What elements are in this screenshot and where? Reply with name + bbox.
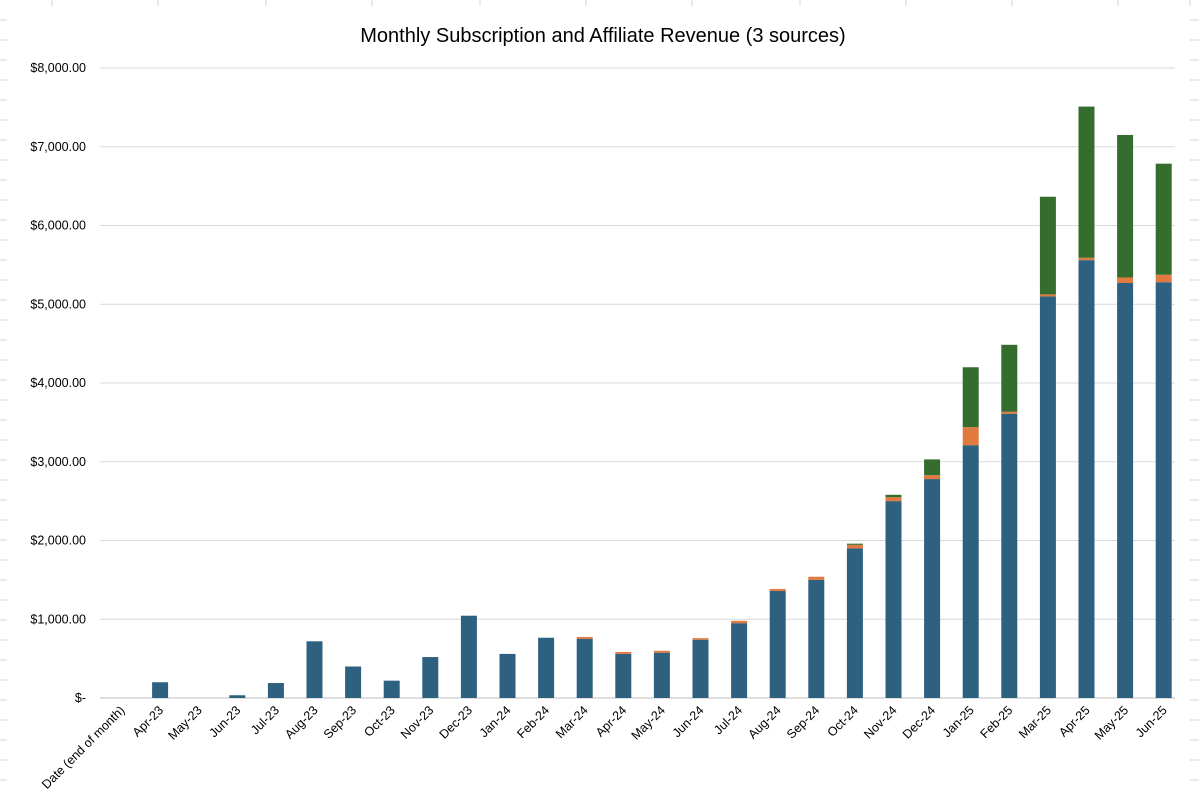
chart-title: Monthly Subscription and Affiliate Reven… — [360, 25, 845, 47]
x-tick-label: Dec-24 — [900, 703, 938, 741]
y-tick-label: $5,000.00 — [30, 297, 86, 311]
x-tick-label: Oct-24 — [825, 703, 861, 739]
bar-segment-series-1 — [1039, 296, 1056, 698]
bar-segment-series-1 — [229, 695, 246, 698]
bar-segment-series-1 — [306, 641, 323, 698]
x-tick-label: May-25 — [1092, 703, 1131, 742]
x-tick-label: Jul-24 — [711, 703, 745, 737]
bar-segment-series-3 — [1078, 106, 1095, 258]
x-tick-label: Sep-24 — [784, 703, 822, 741]
x-tick-label: Sep-23 — [321, 703, 359, 741]
x-tick-label: Jan-24 — [477, 703, 514, 740]
bar-segment-series-2 — [1001, 411, 1018, 414]
y-axis-tick-labels: $- $1,000.00 $2,000.00 $3,000.00 $4,000.00 $5… — [30, 61, 86, 705]
bar-segment-series-3 — [962, 367, 979, 428]
x-tick-label: Mar-24 — [553, 703, 591, 741]
bar-segment-series-1 — [1001, 413, 1018, 698]
chart-bars — [152, 106, 1172, 698]
x-tick-label: May-23 — [165, 703, 204, 742]
bar-segment-series-1 — [731, 623, 748, 698]
x-tick-label: Date (end of month) — [39, 703, 128, 792]
bar-segment-series-2 — [1155, 274, 1172, 283]
bar-segment-series-1 — [576, 638, 593, 698]
x-tick-label: Nov-23 — [398, 703, 436, 741]
x-tick-label: Oct-23 — [361, 703, 397, 739]
bar-segment-series-2 — [962, 427, 979, 446]
y-tick-label: $8,000.00 — [30, 61, 86, 75]
x-tick-label: Jan-25 — [940, 703, 977, 740]
bar-segment-series-2 — [731, 620, 748, 624]
bar-segment-series-2 — [653, 650, 670, 653]
bar-segment-series-3 — [1001, 344, 1018, 412]
x-axis-tick-labels: Date (end of month) Apr-23 May-23 Jun-23 Jul… — [39, 703, 1170, 792]
bar-segment-series-3 — [846, 543, 863, 545]
x-tick-label: Apr-25 — [1056, 703, 1092, 739]
bar-segment-series-1 — [1078, 260, 1095, 698]
y-tick-label: $7,000.00 — [30, 140, 86, 154]
x-tick-label: Apr-24 — [593, 703, 629, 739]
bar-segment-series-2 — [576, 636, 593, 639]
x-tick-label: May-24 — [629, 703, 668, 742]
bar-segment-series-2 — [1117, 277, 1134, 283]
bar-segment-series-1 — [769, 590, 786, 698]
bar-segment-series-1 — [499, 653, 516, 698]
y-tick-label: $1,000.00 — [30, 612, 86, 626]
x-tick-label: Jul-23 — [248, 703, 282, 737]
bar-segment-series-3 — [1039, 196, 1056, 295]
x-tick-label: Aug-23 — [282, 703, 320, 741]
bar-segment-series-1 — [460, 615, 477, 698]
x-tick-label: Jun-25 — [1133, 703, 1170, 740]
bar-segment-series-1 — [846, 548, 863, 698]
x-tick-label: Aug-24 — [745, 703, 783, 741]
bar-segment-series-1 — [692, 639, 709, 698]
x-tick-label: Mar-25 — [1016, 703, 1054, 741]
bar-segment-series-2 — [924, 475, 941, 480]
bar-segment-series-1 — [422, 657, 439, 698]
bar-segment-series-1 — [345, 666, 362, 698]
y-tick-label: $2,000.00 — [30, 534, 86, 548]
bar-segment-series-1 — [152, 682, 169, 698]
x-tick-label: Nov-24 — [861, 703, 899, 741]
bar-segment-series-3 — [924, 459, 941, 476]
x-tick-label: Dec-23 — [437, 703, 475, 741]
bar-segment-series-2 — [1078, 257, 1095, 261]
y-tick-label: $4,000.00 — [30, 376, 86, 390]
bar-segment-series-2 — [769, 588, 786, 591]
bar-segment-series-2 — [808, 576, 825, 580]
y-tick-label: $3,000.00 — [30, 455, 86, 469]
bar-segment-series-3 — [1155, 163, 1172, 275]
bar-segment-series-1 — [267, 683, 284, 698]
bar-segment-series-3 — [1117, 134, 1134, 278]
bar-segment-series-2 — [846, 544, 863, 549]
y-tick-label: $6,000.00 — [30, 219, 86, 233]
chart-gridlines — [100, 67, 1175, 699]
bar-segment-series-1 — [885, 501, 902, 698]
bar-segment-series-1 — [1117, 282, 1134, 698]
x-tick-label: Feb-25 — [978, 703, 1016, 741]
bar-segment-series-2 — [1039, 294, 1056, 297]
bar-segment-series-1 — [808, 579, 825, 698]
bar-segment-series-3 — [885, 494, 902, 498]
y-tick-label: $- — [75, 691, 86, 705]
bar-segment-series-1 — [653, 652, 670, 698]
x-tick-label: Jun-23 — [206, 703, 243, 740]
bar-segment-series-2 — [885, 497, 902, 502]
x-tick-label: Feb-24 — [514, 703, 552, 741]
bar-segment-series-2 — [615, 651, 632, 654]
bar-segment-series-1 — [615, 653, 632, 698]
x-tick-label: Apr-23 — [130, 703, 166, 739]
bar-segment-series-1 — [383, 680, 400, 698]
x-tick-label: Jun-24 — [670, 703, 707, 740]
bar-segment-series-1 — [1155, 282, 1172, 698]
bar-segment-series-1 — [924, 479, 941, 698]
bar-segment-series-1 — [538, 637, 555, 698]
bar-segment-series-2 — [692, 638, 709, 640]
bar-segment-series-1 — [962, 445, 979, 698]
